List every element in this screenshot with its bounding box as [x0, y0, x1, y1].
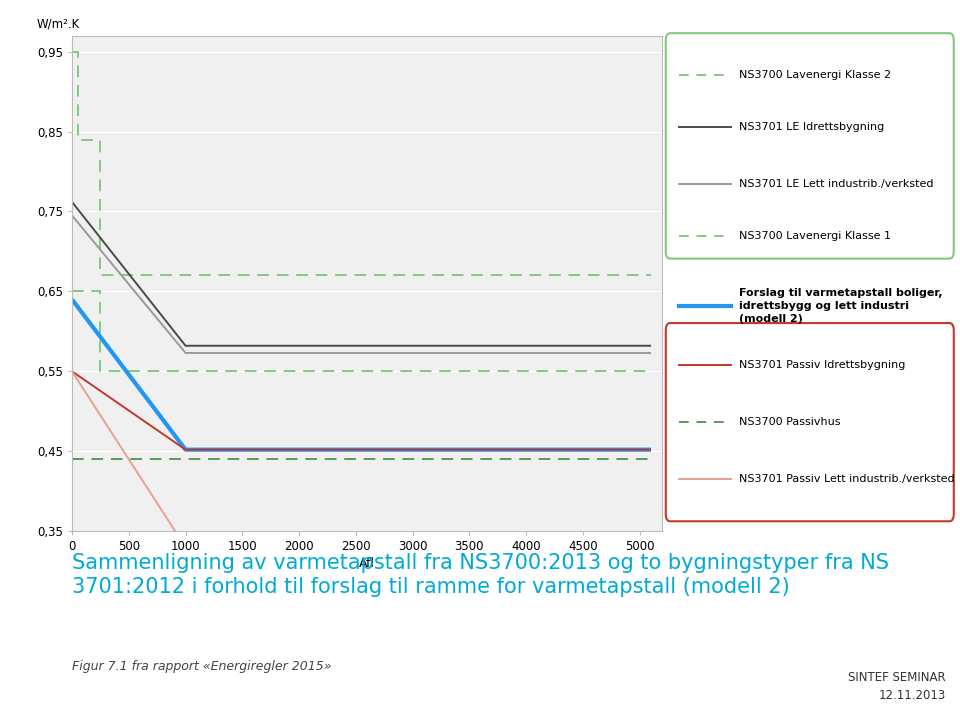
- Text: W/m².K: W/m².K: [36, 18, 80, 31]
- FancyBboxPatch shape: [665, 323, 953, 521]
- Text: NS3701 LE Lett industrib./verksted: NS3701 LE Lett industrib./verksted: [739, 179, 934, 190]
- Text: NS3700 Lavenergi Klasse 2: NS3700 Lavenergi Klasse 2: [739, 71, 891, 81]
- Text: SINTEF SEMINAR
12.11.2013: SINTEF SEMINAR 12.11.2013: [848, 672, 946, 702]
- Text: RAMBØLL: RAMBØLL: [86, 682, 168, 697]
- Text: NS3700 Lavenergi Klasse 1: NS3700 Lavenergi Klasse 1: [739, 231, 891, 241]
- Text: NS3701 Passiv Idrettsbygning: NS3701 Passiv Idrettsbygning: [739, 360, 905, 370]
- FancyBboxPatch shape: [665, 34, 953, 259]
- X-axis label: Afl: Afl: [359, 558, 375, 570]
- Text: Figur 7.1 fra rapport «Energiregler 2015»: Figur 7.1 fra rapport «Energiregler 2015…: [72, 660, 331, 672]
- Text: NS3701 Passiv Lett industrib./verksted: NS3701 Passiv Lett industrib./verksted: [739, 474, 955, 484]
- Text: NS3700 Passivhus: NS3700 Passivhus: [739, 417, 841, 427]
- Text: NS3701 LE Idrettsbygning: NS3701 LE Idrettsbygning: [739, 123, 884, 133]
- Text: Forslag til varmetapstall boliger,
idrettsbygg og lett industri
(modell 2): Forslag til varmetapstall boliger, idret…: [739, 287, 943, 324]
- Text: Sammenligning av varmetapstall fra NS3700:2013 og to bygningstyper fra NS
3701:2: Sammenligning av varmetapstall fra NS370…: [72, 553, 889, 597]
